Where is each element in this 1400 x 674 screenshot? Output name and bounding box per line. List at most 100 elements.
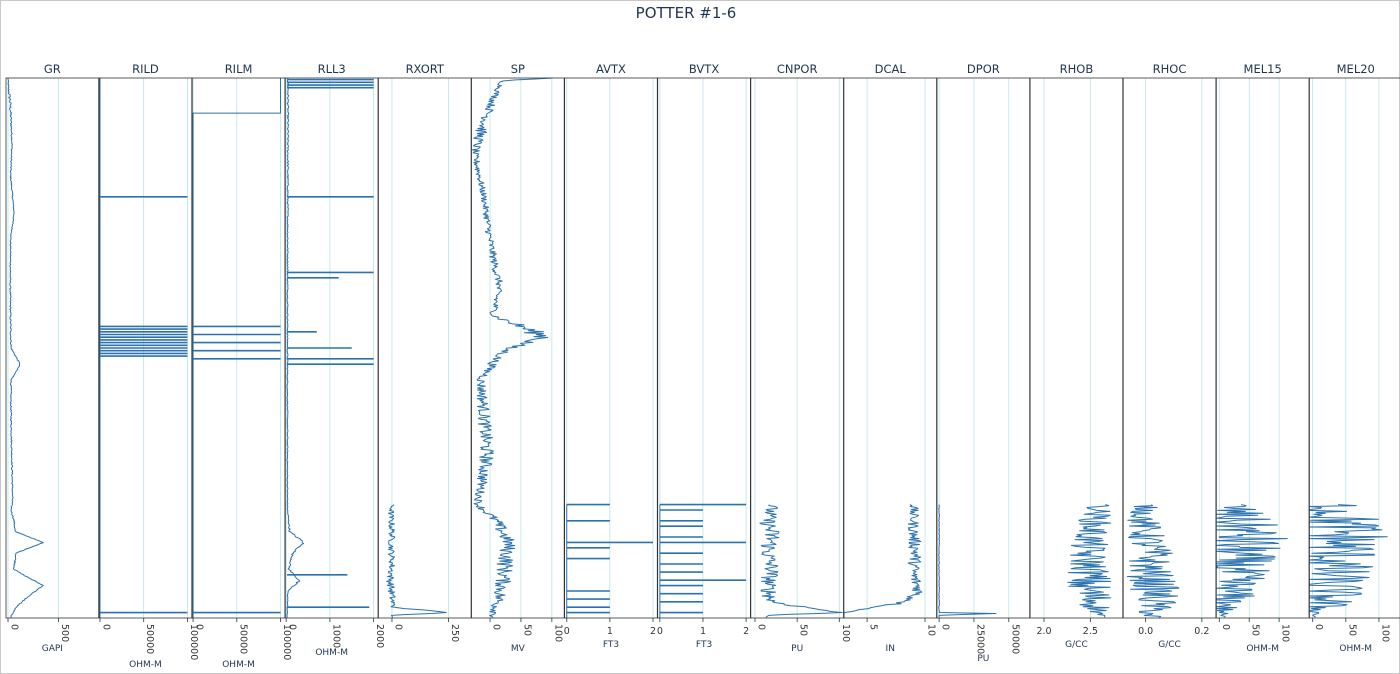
tick-label: 1 (700, 626, 706, 637)
tick-label: 0 (194, 624, 205, 630)
unit-label: OHM-M (222, 660, 255, 670)
tick-label: 0.2 (1194, 626, 1209, 637)
unit-label: PU (977, 654, 989, 664)
tick-label: 50000 (144, 624, 155, 654)
tick-label: 50000 (1009, 624, 1020, 654)
track-frame (1215, 77, 1310, 619)
tick-label: 250 (449, 624, 460, 642)
tick-label: 500 (59, 624, 70, 642)
tick-label: 0 (657, 626, 663, 637)
track-sp: SP 0 50 100 MV (471, 62, 565, 654)
tick-label: 2 (743, 626, 749, 637)
track-frame (843, 77, 938, 619)
curve-rhoc (1126, 504, 1180, 618)
track-frame (564, 77, 658, 619)
track-name: RILD (132, 62, 159, 76)
unit-label: OHM-M (129, 660, 162, 670)
tick-label: 2000 (374, 624, 385, 648)
tick-label: 50 (1346, 624, 1357, 636)
track-rild: RILD 0 50000 100000 OHM-M (98, 62, 199, 670)
tick-label: 2.0 (1036, 626, 1051, 637)
track-name: SP (511, 62, 525, 76)
curve-dcal (843, 504, 923, 618)
track-name: BVTX (689, 62, 719, 76)
curve-rilm-step (192, 78, 281, 618)
unit-label: FT3 (696, 640, 712, 650)
track-mel20: MEL20 0 50 100 OHM-M (1308, 62, 1400, 654)
track-rll3: RLL3 0 1000 2000 OHM-M (284, 62, 385, 658)
unit-label: G/CC (1065, 640, 1088, 650)
tick-label: 0 (100, 624, 111, 630)
track-name: RILM (225, 62, 253, 76)
tick-label: 100000 (281, 624, 292, 660)
tick-label: 0 (491, 624, 502, 630)
track-frame (98, 77, 193, 619)
tick-label: 2.5 (1083, 626, 1098, 637)
tick-label: 50 (798, 624, 809, 636)
track-name: RHOB (1060, 62, 1094, 76)
tick-label: 1000 (330, 624, 341, 648)
curve-mel15 (1215, 504, 1288, 618)
tick-label: 0 (564, 626, 570, 637)
tick-label: 25000 (974, 624, 985, 654)
track-cnpor: CNPOR 0 50 100 PU (750, 62, 851, 654)
unit-label: GAPI (42, 644, 63, 654)
unit-label: MV (511, 644, 526, 654)
track-rhob: RHOB 2.0 2.5 G/CC (1029, 62, 1124, 650)
track-frame (936, 77, 1031, 619)
tick-label: 0 (940, 624, 951, 630)
unit-label: OHM-M (1339, 644, 1372, 654)
track-name: GR (44, 62, 61, 76)
unit-label: OHM-M (315, 648, 348, 658)
track-frame (471, 77, 565, 619)
track-frame (377, 77, 472, 619)
tick-label: 100 (1379, 624, 1390, 642)
unit-label: FT3 (603, 640, 619, 650)
track-name: CNPOR (777, 62, 818, 76)
curve-sp (471, 77, 553, 618)
track-name: DPOR (967, 62, 1000, 76)
track-gr: GR 0 500 GAPI (5, 62, 100, 654)
tick-label: 0 (756, 624, 767, 630)
curve-mel20 (1308, 504, 1388, 618)
tick-label: 100 (552, 624, 563, 642)
track-name: DCAL (875, 62, 907, 76)
track-rilm: RILM 0 50000 100000 OHM-M (191, 62, 292, 670)
curve-dpor (938, 504, 997, 618)
unit-label: G/CC (1158, 640, 1181, 650)
unit-label: PU (791, 644, 803, 654)
track-name: MEL20 (1337, 62, 1375, 76)
tick-label: 10 (926, 624, 937, 636)
tick-label: 1 (607, 626, 613, 637)
track-rxort: RXORT 0 250 (377, 62, 472, 642)
curve-gr (7, 77, 44, 618)
figure-title: POTTER #1-6 (636, 4, 737, 22)
track-avtx: AVTX 0 1 2 FT3 (564, 62, 658, 650)
track-name: RLL3 (318, 62, 346, 76)
track-name: RXORT (406, 62, 445, 76)
track-frame (5, 77, 100, 619)
track-frame (191, 77, 286, 619)
track-name: RHOC (1153, 62, 1187, 76)
tick-label: 100 (840, 624, 851, 642)
unit-label: OHM-M (1246, 644, 1279, 654)
tick-label: 0.0 (1138, 626, 1153, 637)
track-dpor: DPOR 0 25000 50000 PU (936, 62, 1031, 664)
unit-label: IN (886, 644, 895, 654)
track-name: AVTX (596, 62, 626, 76)
track-dcal: DCAL 5 10 IN (843, 62, 938, 654)
tick-label: 0 (9, 624, 20, 630)
tick-label: 0 (392, 624, 403, 630)
tick-label: 100 (1280, 624, 1291, 642)
track-frame (1122, 77, 1217, 619)
curve-cnpor (759, 504, 843, 618)
tick-label: 50 (521, 624, 532, 636)
curve-rxort (386, 504, 447, 618)
track-bvtx: BVTX 0 1 2 FT3 (657, 62, 751, 650)
track-frame (1309, 77, 1400, 619)
curve-rhob (1067, 504, 1112, 618)
tick-label: 2 (650, 626, 656, 637)
tick-label: 50 (1250, 624, 1261, 636)
